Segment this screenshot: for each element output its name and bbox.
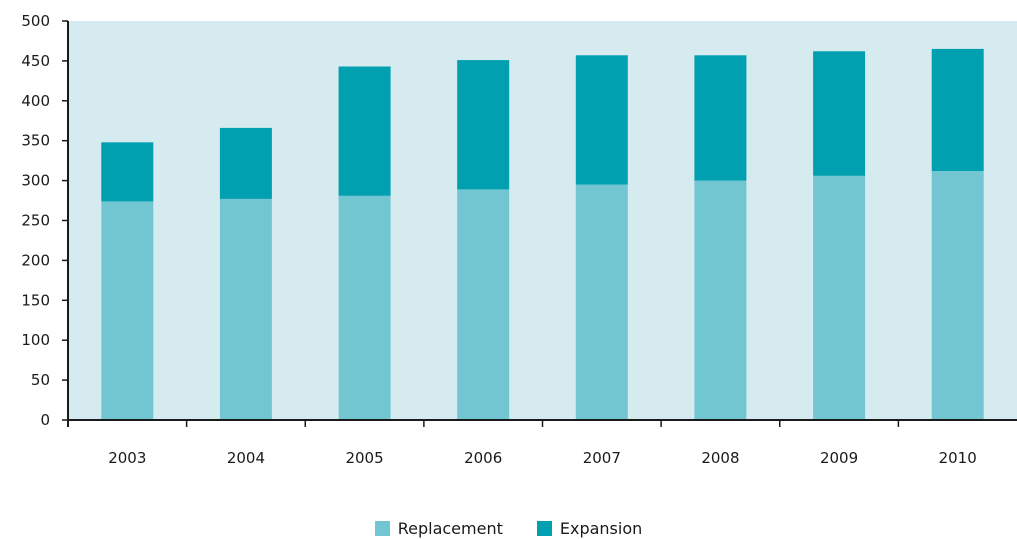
bar-replacement-2008 <box>694 180 747 420</box>
y-tick-label-0: 0 <box>40 411 50 429</box>
bar-replacement-2009 <box>813 175 866 420</box>
bar-expansion-2007 <box>575 55 628 185</box>
x-tick-label-2008: 2008 <box>701 449 739 467</box>
bar-expansion-2006 <box>457 60 510 190</box>
y-tick-label-100: 100 <box>21 331 50 349</box>
y-tick-label-200: 200 <box>21 251 50 269</box>
legend-item-replacement: Replacement <box>374 519 503 538</box>
legend-swatch-replacement <box>374 521 390 536</box>
x-tick-label-2006: 2006 <box>464 449 502 467</box>
y-tick-label-350: 350 <box>21 132 50 150</box>
bar-replacement-2003 <box>101 201 154 420</box>
bar-expansion-2004 <box>219 127 272 199</box>
bars-group <box>101 48 984 420</box>
bar-replacement-2010 <box>931 171 984 420</box>
legend-label-replacement: Replacement <box>397 519 503 538</box>
y-tick-labels: 0 50 100 150 200 250 300 350 400 450 500 <box>21 12 50 429</box>
y-tick-label-300: 300 <box>21 172 50 190</box>
legend-item-expansion: Expansion <box>536 519 643 538</box>
x-tick-label-2010: 2010 <box>939 449 977 467</box>
y-tick-label-400: 400 <box>21 92 50 110</box>
axes-group <box>62 20 1017 427</box>
bar-replacement-2007 <box>575 184 628 420</box>
y-tick-label-450: 450 <box>21 52 50 70</box>
legend: Replacement Expansion <box>0 519 1017 538</box>
bar-expansion-2008 <box>694 55 747 181</box>
y-tick-label-250: 250 <box>21 212 50 230</box>
x-tick-label-2003: 2003 <box>108 449 146 467</box>
y-tick-label-150: 150 <box>21 291 50 309</box>
bar-replacement-2006 <box>457 189 510 420</box>
y-tick-label-50: 50 <box>31 371 50 389</box>
x-tick-label-2009: 2009 <box>820 449 858 467</box>
bar-expansion-2010 <box>931 48 984 171</box>
legend-swatch-expansion <box>536 521 552 536</box>
x-tick-label-2007: 2007 <box>583 449 621 467</box>
bar-replacement-2005 <box>338 195 391 420</box>
x-tick-label-2005: 2005 <box>345 449 383 467</box>
y-tick-label-500: 500 <box>21 12 50 30</box>
bar-expansion-2003 <box>101 142 154 202</box>
x-tick-labels: 2003 2004 2005 2006 2007 2008 2009 2010 <box>108 449 977 467</box>
x-tick-label-2004: 2004 <box>227 449 265 467</box>
bar-expansion-2009 <box>813 51 866 176</box>
bar-replacement-2004 <box>219 199 272 420</box>
bar-expansion-2005 <box>338 66 391 196</box>
plot-background <box>68 21 1017 420</box>
legend-label-expansion: Expansion <box>559 519 643 538</box>
